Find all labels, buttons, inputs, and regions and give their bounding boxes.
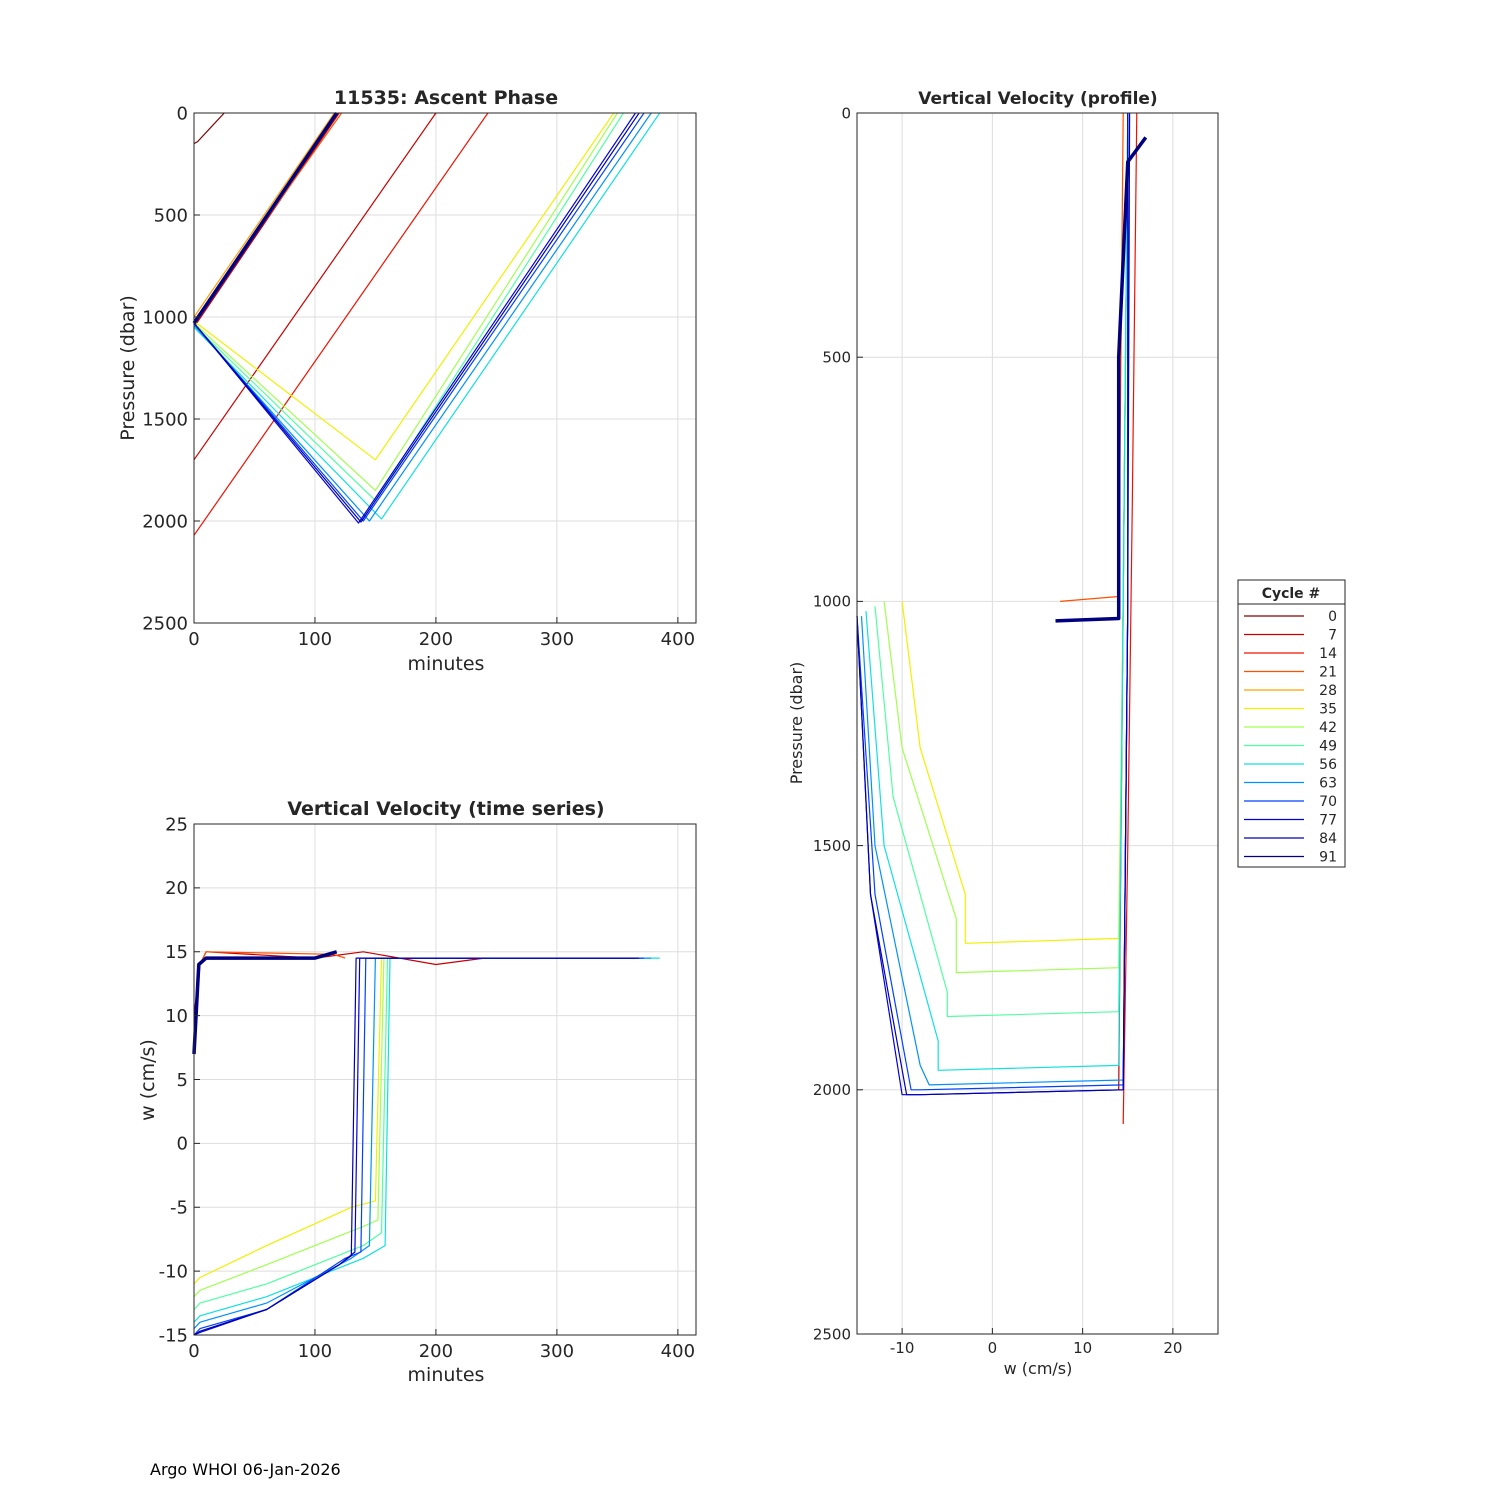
ascent-series-cycle-14 — [193, 112, 489, 536]
ascent-ytick-label: 2000 — [142, 511, 188, 532]
legend-entry-label: 7 — [1328, 628, 1337, 644]
legend-entry-label: 42 — [1319, 720, 1337, 736]
ascent-ylabel: Pressure (dbar) — [117, 295, 139, 441]
ascent-ytick-label: 500 — [154, 205, 188, 226]
prof-xtick-label: 0 — [988, 1339, 998, 1357]
ts-ytick-label: -5 — [170, 1198, 188, 1219]
legend-entry-label: 28 — [1319, 683, 1337, 699]
ts-ylabel: w (cm/s) — [137, 1039, 159, 1121]
ascent-series-cycle-7 — [193, 112, 340, 328]
prof-ytick-label: 500 — [822, 348, 851, 366]
prof-series — [856, 112, 1148, 1125]
ts-ytick-label: 10 — [165, 1006, 188, 1027]
ts-xtick-label: 400 — [661, 1341, 695, 1362]
ascent-title: 11535: Ascent Phase — [334, 87, 558, 109]
ts-ytick-label: 5 — [177, 1070, 188, 1091]
ts-series — [192, 950, 660, 1336]
legend-entry-label: 56 — [1319, 757, 1337, 773]
ts-series-cycle-91 — [192, 950, 338, 1055]
prof-series-cycle-14 — [1122, 112, 1138, 1125]
ascent-series-cycle-42 — [193, 112, 618, 491]
ts-xlabel: minutes — [408, 1364, 485, 1386]
legend-entry-label: 21 — [1319, 665, 1337, 681]
legend-entries: 0 7 14 21 28 35 42 49 56 63 70 77 84 91 — [1244, 609, 1337, 866]
ascent-series-cycle-56 — [193, 112, 661, 520]
ascent-series-cycle-35 — [193, 112, 615, 461]
ts-ytick-label: 20 — [165, 878, 188, 899]
legend: Cycle # 0 7 14 21 28 35 42 49 56 63 70 77 84 91 — [1237, 579, 1346, 868]
prof-title: Vertical Velocity (profile) — [918, 89, 1157, 109]
ascent-xtick-label: 100 — [298, 629, 332, 650]
ascent-ytick-label: 0 — [177, 103, 188, 124]
legend-title: Cycle # — [1262, 586, 1321, 602]
ascent-axes-box — [193, 112, 697, 624]
ts-xtick-label: 300 — [540, 1341, 574, 1362]
prof-ytick-label: 2500 — [813, 1325, 851, 1343]
prof-xlabel: w (cm/s) — [1004, 1359, 1073, 1378]
prof-ylabel: Pressure (dbar) — [787, 662, 806, 785]
prof-series-cycle-56 — [865, 112, 1129, 1071]
prof-ytick-label: 1000 — [813, 593, 851, 611]
ascent-series-cycle-77 — [193, 112, 636, 524]
legend-entry-label: 84 — [1319, 831, 1337, 847]
legend-entry-label: 63 — [1319, 776, 1337, 792]
ascent-chart: 11535: Ascent Phase 0 100 200 300 400 0 500 100… — [117, 87, 697, 675]
ts-ytick-label: -15 — [159, 1325, 188, 1346]
ts-xtick-label: 100 — [298, 1341, 332, 1362]
ts-title: Vertical Velocity (time series) — [287, 798, 604, 820]
prof-axes-box — [856, 112, 1219, 1335]
ascent-series-cycle-0 — [193, 112, 225, 145]
prof-series-cycle-84 — [856, 112, 1131, 1096]
ts-ytick-label: 0 — [177, 1134, 188, 1155]
ascent-series-cycle-91 — [192, 112, 339, 325]
ascent-series-cycle-7b — [193, 112, 437, 461]
ascent-series-cycle-84 — [193, 112, 640, 523]
prof-ytick-label: 1500 — [813, 837, 851, 855]
footer-credit: Argo WHOI 06-Jan-2026 — [150, 1460, 341, 1479]
ascent-ytick-label: 2500 — [142, 613, 188, 634]
legend-entry-label: 0 — [1328, 609, 1337, 625]
ascent-ytick-label: 1500 — [142, 409, 188, 430]
ascent-series-cycle-70 — [193, 112, 645, 522]
ts-ytick-label: -10 — [159, 1261, 188, 1282]
prof-ytick-label: 2000 — [813, 1081, 851, 1099]
ascent-ticks: 0 100 200 300 400 0 500 1000 1500 2000 2500 — [142, 103, 695, 650]
ts-ticks: 0 100 200 300 400 -15 -10 -5 0 5 10 15 20 25 — [159, 814, 695, 1362]
prof-series-cycle-91 — [1055, 136, 1148, 623]
ascent-xtick-label: 0 — [188, 629, 199, 650]
ts-chart: Vertical Velocity (time series) 0 100 200 3… — [137, 798, 697, 1386]
ts-xtick-label: 0 — [188, 1341, 199, 1362]
prof-ytick-label: 0 — [841, 104, 851, 122]
ascent-xtick-label: 400 — [661, 629, 695, 650]
ascent-series — [192, 112, 661, 536]
ascent-xtick-label: 200 — [419, 629, 453, 650]
ascent-xlabel: minutes — [408, 653, 485, 675]
ascent-xtick-label: 300 — [540, 629, 574, 650]
prof-xtick-label: 20 — [1163, 1339, 1182, 1357]
ts-ytick-label: 15 — [165, 942, 188, 963]
ts-xtick-label: 200 — [419, 1341, 453, 1362]
ts-series-cycle-84 — [193, 957, 640, 1336]
ascent-ytick-label: 1000 — [142, 307, 188, 328]
prof-xtick-label: 10 — [1073, 1339, 1092, 1357]
ascent-series-cycle-28 — [193, 112, 335, 318]
ascent-series-cycle-63 — [193, 112, 652, 522]
legend-entry-label: 70 — [1319, 794, 1337, 810]
legend-entry-label: 91 — [1319, 850, 1337, 866]
prof-xtick-label: -10 — [890, 1339, 915, 1357]
prof-chart: Vertical Velocity (profile) -10 0 10 20 0 500… — [787, 89, 1219, 1378]
legend-entry-label: 77 — [1319, 813, 1337, 829]
ts-ytick-label: 25 — [165, 814, 188, 835]
legend-entry-label: 49 — [1319, 739, 1337, 755]
prof-ticks: -10 0 10 20 0 500 1000 1500 2000 2500 — [813, 104, 1183, 1357]
legend-entry-label: 35 — [1319, 702, 1337, 718]
legend-entry-label: 14 — [1319, 646, 1337, 662]
